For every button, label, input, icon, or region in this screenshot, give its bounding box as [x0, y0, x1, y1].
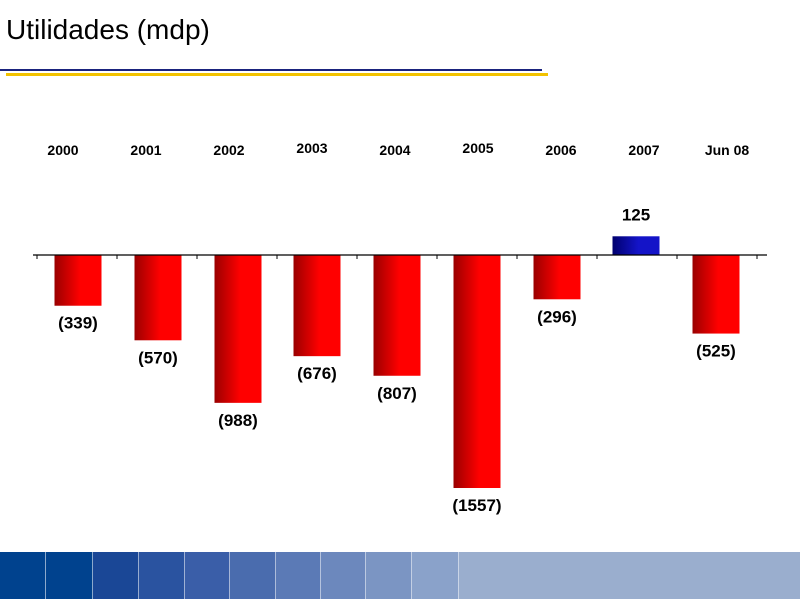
footer-color-band [0, 552, 800, 599]
category-label: 2004 [379, 142, 410, 158]
footer-segment [412, 552, 459, 599]
value-label: (525) [696, 342, 736, 361]
bar-jun-08 [692, 255, 740, 334]
bar-2006 [533, 255, 581, 300]
footer-segment [93, 552, 139, 599]
category-label: Jun 08 [705, 142, 750, 158]
footer-segment [185, 552, 230, 599]
footer-segment [459, 552, 800, 599]
value-label: (676) [297, 364, 337, 383]
footer-segment [0, 552, 46, 599]
footer-segment [230, 552, 276, 599]
footer-segment [276, 552, 321, 599]
bar-2007 [612, 236, 660, 255]
title-underline-navy [0, 69, 542, 71]
category-label: 2007 [628, 142, 659, 158]
category-label: 2006 [545, 142, 576, 158]
bar-2000 [54, 255, 102, 306]
bar-2003 [293, 255, 341, 357]
bar-2001 [134, 255, 182, 341]
category-label: 2001 [130, 142, 161, 158]
value-label: (339) [58, 314, 98, 333]
value-label: 125 [622, 205, 650, 224]
footer-segment [139, 552, 185, 599]
value-label: (1557) [452, 496, 501, 515]
value-label: (570) [138, 348, 178, 367]
bar-chart: 2000 (339) 2001 (570) 2002 (988) 2003 (676) 2004… [33, 140, 767, 515]
bar-2004 [373, 255, 421, 376]
category-label: 2005 [462, 140, 493, 156]
footer-segment [321, 552, 366, 599]
title-underline-gold [6, 73, 548, 76]
bar-2005 [453, 255, 501, 488]
bar-2002 [214, 255, 262, 403]
value-label: (296) [537, 307, 577, 326]
footer-segment [46, 552, 93, 599]
value-label: (988) [218, 411, 258, 430]
page-title: Utilidades (mdp) [6, 14, 210, 45]
category-label: 2003 [296, 140, 327, 156]
footer-segment [366, 552, 412, 599]
category-label: 2000 [47, 142, 78, 158]
value-label: (807) [377, 384, 417, 403]
category-label: 2002 [213, 142, 244, 158]
